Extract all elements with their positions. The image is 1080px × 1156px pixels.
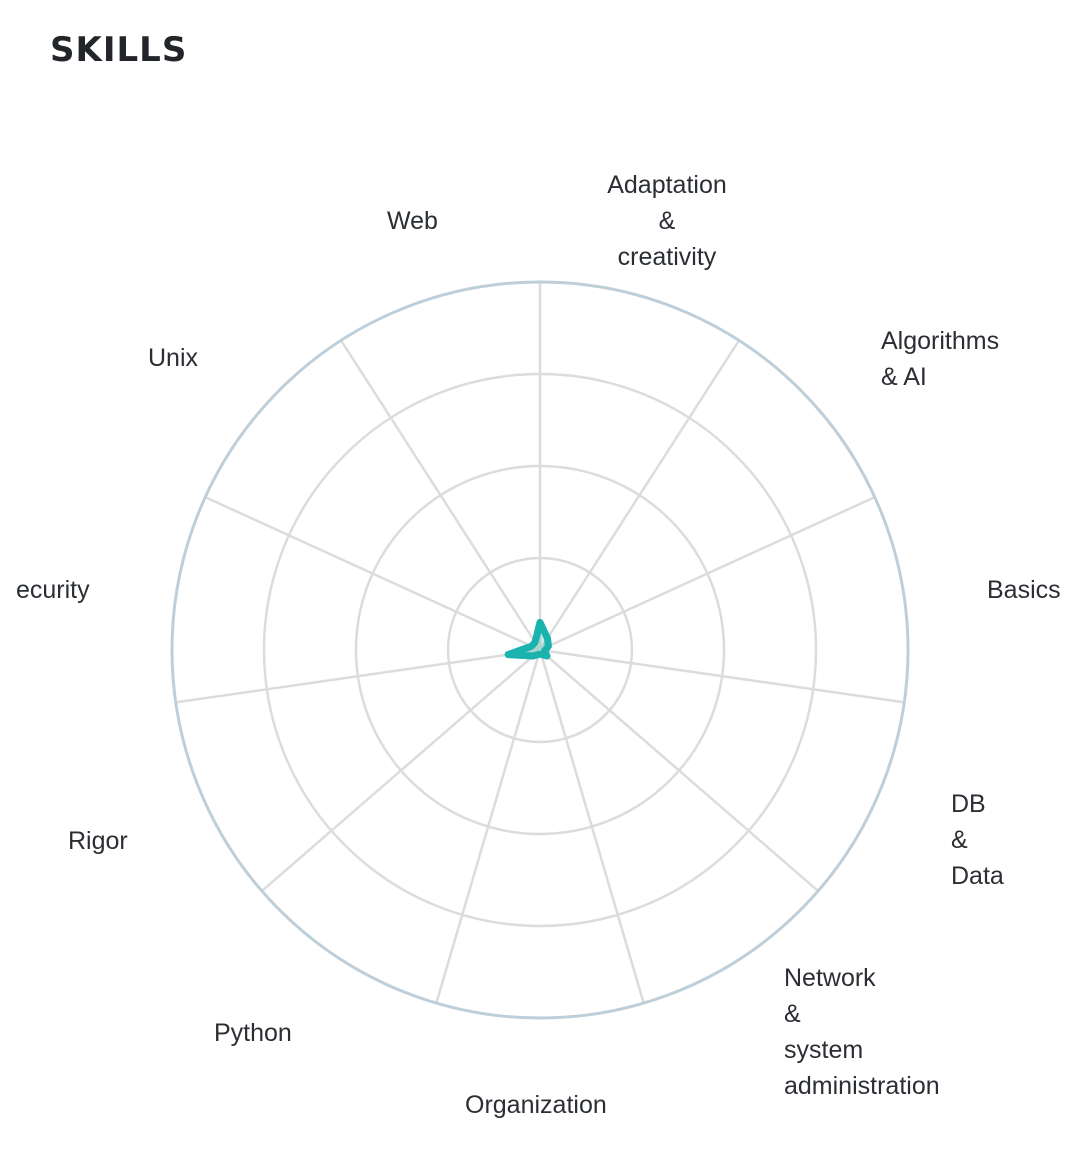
data-point-6 (535, 651, 542, 658)
spoke-7 (261, 649, 541, 892)
axis-label-line: Rigor (68, 827, 128, 855)
axis-label-line: & (951, 826, 968, 854)
data-point-8 (505, 651, 512, 658)
axis-label: Organization (465, 1087, 607, 1123)
spoke-6 (435, 649, 542, 1004)
data-point-10 (532, 639, 539, 646)
axis-label: DB & Data (951, 786, 1004, 894)
spoke-2 (539, 495, 876, 652)
data-point-1 (544, 635, 551, 642)
data-point-7 (530, 653, 537, 660)
spoke-9 (204, 495, 541, 652)
axis-label: Network & system administration (784, 960, 940, 1104)
axis-label: Adaptation & creativity (602, 167, 732, 275)
data-point-2 (545, 643, 552, 650)
spoke-5 (538, 649, 645, 1004)
data-point-9 (528, 643, 535, 650)
spoke-1 (538, 339, 741, 651)
axis-label-line: & (784, 1000, 801, 1028)
axis-label-line: Organization (465, 1091, 607, 1119)
axis-label: Basics (987, 572, 1061, 608)
axis-label-line: Python (214, 1019, 292, 1047)
spoke-3 (539, 648, 905, 704)
axis-label-line: ecurity (16, 576, 90, 604)
axis-label-line: Web (387, 207, 438, 235)
section-title: SKILLS (50, 30, 188, 70)
axis-label: Web (387, 203, 438, 239)
axis-label-line: Data (951, 862, 1004, 890)
axis-label-line: Algorithms (881, 327, 1000, 355)
axis-label: Rigor (68, 823, 128, 859)
axis-label-line: system (784, 1036, 864, 1064)
spoke-4 (539, 649, 819, 892)
data-point-0 (537, 619, 543, 626)
axis-label-line: & (658, 207, 676, 235)
axis-label: Algorithms & AI (881, 323, 999, 395)
axis-label-line: & AI (881, 363, 927, 391)
axis-label: ecurity (16, 572, 90, 608)
axis-label: Python (214, 1015, 292, 1051)
axis-label-line: creativity (617, 243, 717, 271)
axis-label: Unix (148, 340, 198, 376)
axis-label-line: administration (784, 1072, 940, 1100)
axis-label-line: Adaptation (607, 171, 727, 199)
outer-ring (170, 280, 910, 1020)
axis-label-line: DB (951, 790, 986, 818)
axis-label-line: Basics (987, 576, 1061, 604)
axis-label-line: Unix (148, 344, 199, 372)
spoke-8 (175, 648, 541, 704)
axis-label-line: Network (784, 964, 876, 992)
data-point-4 (543, 653, 550, 660)
spoke-10 (339, 339, 542, 651)
